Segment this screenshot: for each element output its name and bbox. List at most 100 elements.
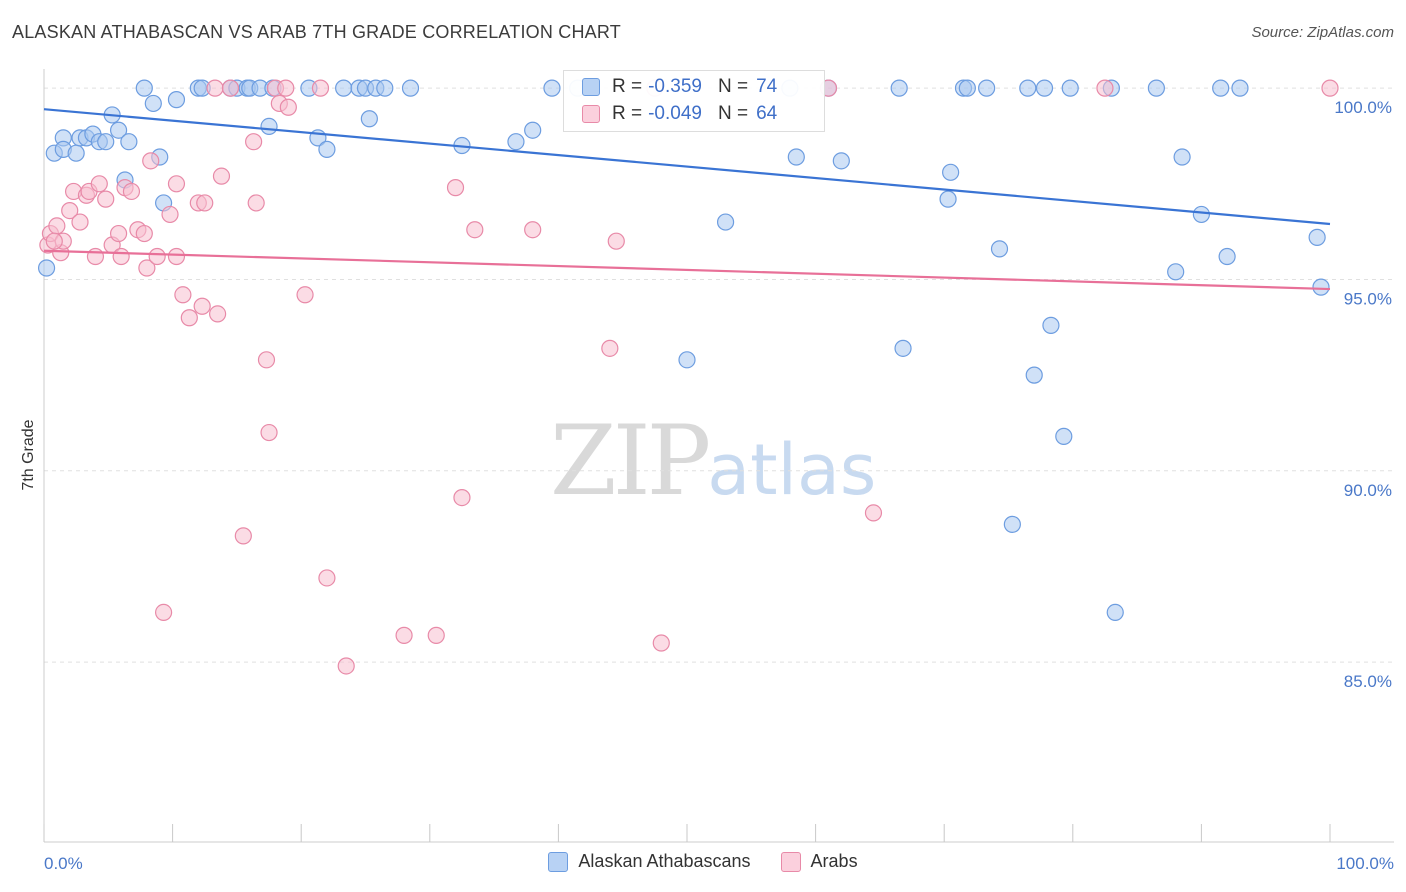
data-point bbox=[90, 175, 108, 193]
data-point bbox=[67, 144, 85, 162]
data-point bbox=[48, 217, 66, 235]
data-point bbox=[1167, 263, 1185, 281]
data-point bbox=[277, 79, 295, 97]
watermark-zip: ZIP bbox=[550, 405, 711, 517]
data-point bbox=[122, 182, 141, 201]
data-point bbox=[221, 79, 240, 97]
source-label: Source: ZipAtlas.com bbox=[1251, 24, 1394, 41]
data-point bbox=[453, 488, 471, 507]
legend-row-athabascans: R = -0.359 N = 74 bbox=[582, 75, 777, 99]
data-point bbox=[1218, 247, 1236, 266]
data-point bbox=[245, 133, 263, 151]
x-tick-label: 0.0% bbox=[44, 854, 83, 873]
data-point bbox=[1308, 228, 1326, 246]
data-point bbox=[209, 305, 227, 323]
data-point bbox=[894, 339, 912, 357]
correlation-legend: R = -0.359 N = 74 R = -0.049 N = 64 bbox=[563, 70, 825, 132]
data-point bbox=[167, 247, 186, 266]
chart-title: ALASKAN ATHABASCAN VS ARAB 7TH GRADE COR… bbox=[12, 22, 621, 42]
data-point bbox=[524, 121, 542, 139]
data-point bbox=[543, 79, 561, 97]
data-point bbox=[832, 152, 850, 170]
watermark-atlas: atlas bbox=[707, 429, 877, 511]
data-point bbox=[507, 133, 525, 151]
data-point bbox=[142, 152, 160, 170]
data-point bbox=[376, 79, 394, 97]
data-point bbox=[864, 504, 883, 522]
data-point bbox=[260, 117, 278, 136]
data-point bbox=[196, 194, 214, 212]
zipatlas-watermark: ZIPatlas bbox=[550, 405, 876, 517]
data-point bbox=[37, 259, 56, 277]
data-point bbox=[1096, 79, 1114, 97]
data-point bbox=[1192, 205, 1211, 224]
data-point bbox=[61, 201, 79, 220]
data-point bbox=[446, 179, 465, 197]
legend-n-label: N = bbox=[717, 103, 749, 124]
series-arabs bbox=[39, 79, 1339, 675]
data-point bbox=[109, 121, 128, 139]
legend-n-label: N = bbox=[717, 76, 749, 97]
data-point bbox=[890, 79, 908, 97]
legend-r-value: -0.049 bbox=[648, 103, 702, 124]
data-point bbox=[212, 167, 231, 185]
data-point bbox=[942, 163, 960, 181]
data-point bbox=[1106, 603, 1124, 621]
data-point bbox=[247, 194, 265, 212]
data-point bbox=[360, 110, 378, 128]
data-point bbox=[138, 259, 156, 277]
data-point bbox=[206, 79, 224, 97]
data-point bbox=[234, 527, 252, 545]
axis-labels: 100.0% 95.0% 90.0% 85.0% 0.0% 100.0% 7th Grade bbox=[20, 98, 1394, 873]
trend-lines bbox=[43, 108, 1331, 291]
data-point bbox=[607, 232, 625, 250]
data-point bbox=[958, 79, 976, 97]
data-point bbox=[395, 626, 413, 644]
data-point bbox=[144, 94, 162, 113]
data-point bbox=[1035, 79, 1054, 97]
legend-row-arabs: R = -0.049 N = 64 bbox=[582, 102, 777, 126]
data-point bbox=[257, 351, 276, 369]
data-point bbox=[97, 133, 115, 151]
data-point bbox=[652, 634, 670, 652]
legend-r-label: R = bbox=[612, 76, 643, 97]
data-point bbox=[524, 221, 542, 239]
data-point bbox=[466, 221, 484, 239]
legend-n-value: 74 bbox=[756, 76, 778, 97]
data-point bbox=[154, 603, 173, 621]
data-point bbox=[1055, 427, 1073, 445]
data-point bbox=[318, 569, 336, 587]
grid-lines bbox=[44, 87, 1394, 663]
legend-swatch-blue bbox=[548, 851, 569, 872]
data-point bbox=[279, 98, 297, 116]
data-point bbox=[716, 213, 735, 231]
data-point bbox=[1061, 79, 1079, 97]
y-axis-title: 7th Grade bbox=[20, 419, 37, 490]
legend-item-athabascans[interactable]: Alaskan Athabascans bbox=[548, 851, 751, 872]
y-tick-label: 100.0% bbox=[1334, 98, 1392, 117]
trend-line bbox=[43, 249, 1331, 291]
y-tick-label: 95.0% bbox=[1344, 289, 1392, 308]
legend-swatch-blue bbox=[582, 78, 600, 96]
data-point bbox=[1231, 79, 1249, 97]
legend-n-value: 64 bbox=[756, 103, 778, 124]
data-point bbox=[296, 286, 314, 304]
data-point bbox=[193, 297, 211, 315]
data-point bbox=[97, 190, 115, 208]
data-point bbox=[135, 224, 153, 243]
data-point bbox=[260, 423, 278, 442]
legend-item-arabs[interactable]: Arabs bbox=[780, 851, 858, 872]
data-point bbox=[148, 247, 166, 266]
data-point bbox=[978, 79, 996, 97]
data-point bbox=[71, 213, 89, 231]
legend-label-athabascans: Alaskan Athabascans bbox=[578, 851, 751, 871]
data-point bbox=[112, 247, 130, 266]
data-point bbox=[601, 339, 619, 357]
data-point bbox=[1019, 79, 1037, 97]
data-point bbox=[1147, 79, 1165, 97]
data-point bbox=[335, 79, 353, 97]
data-point bbox=[401, 79, 420, 97]
y-tick-label: 90.0% bbox=[1344, 481, 1392, 500]
data-point bbox=[318, 140, 336, 158]
